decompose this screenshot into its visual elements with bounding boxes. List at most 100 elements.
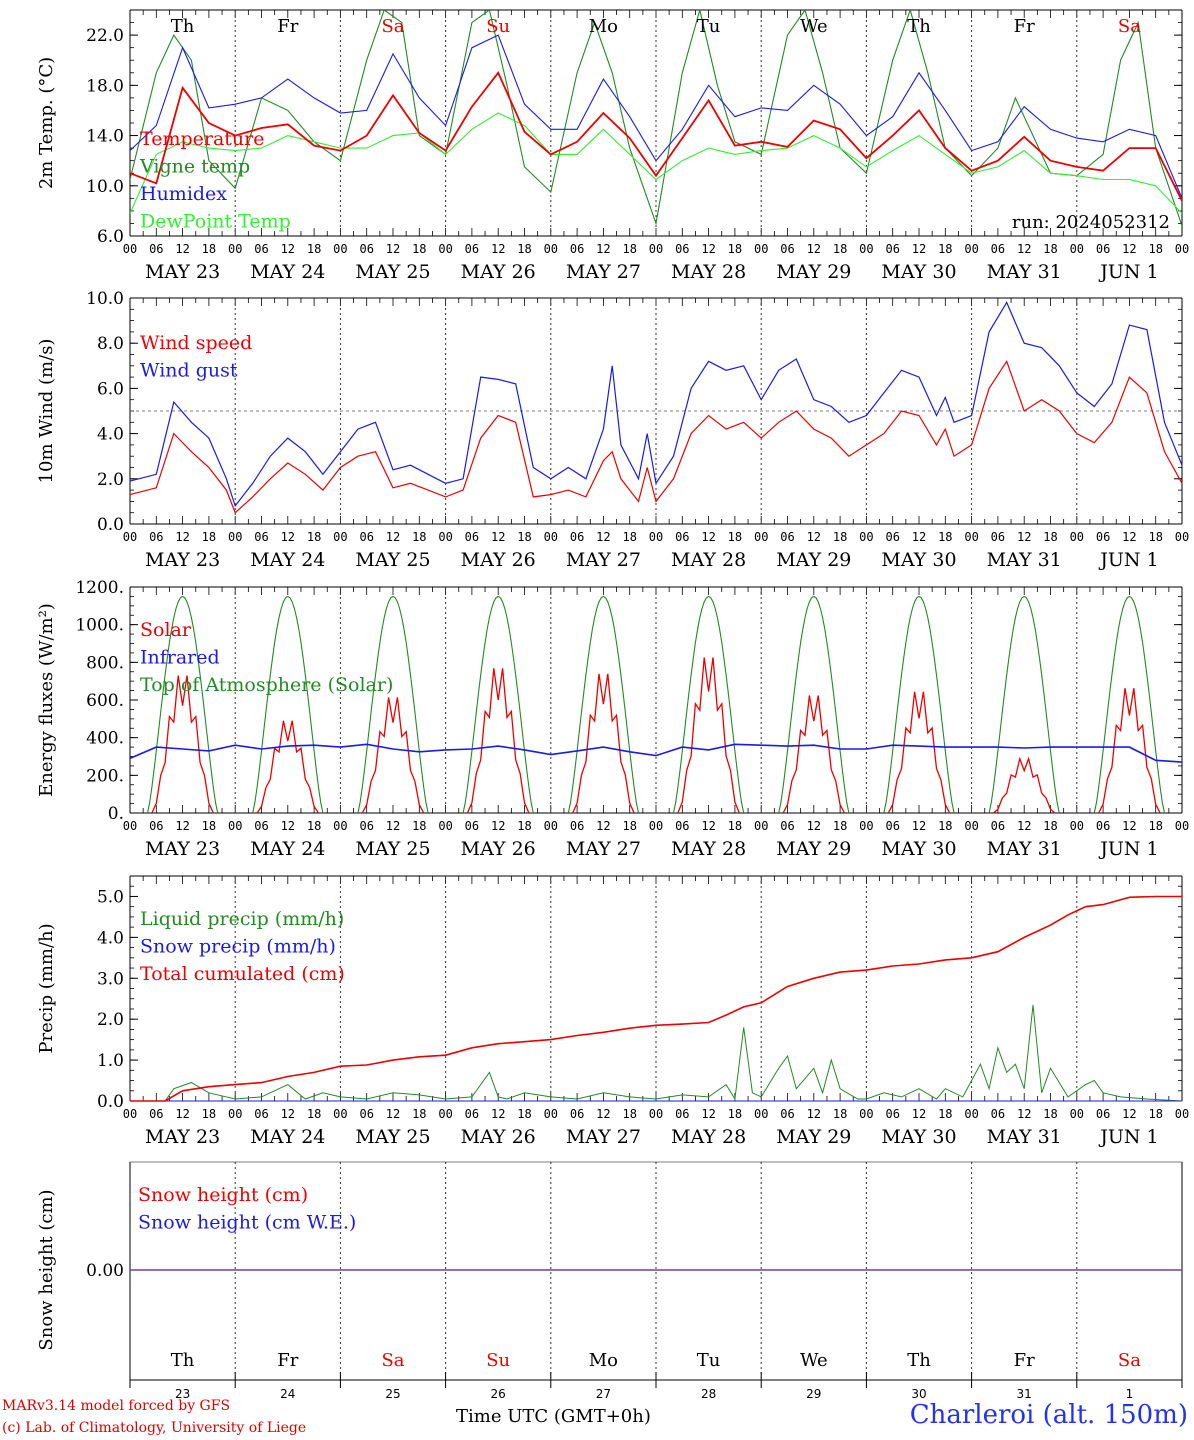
weekday-label: Mo xyxy=(589,1350,618,1371)
day-label: MAY 25 xyxy=(355,838,430,860)
hour-tick-label: 06 xyxy=(885,819,899,833)
day-label: MAY 27 xyxy=(566,1126,641,1148)
hour-tick-label: 00 xyxy=(859,530,873,544)
hour-tick-label: 00 xyxy=(544,530,558,544)
hour-tick-label: 12 xyxy=(175,530,189,544)
hour-tick-label: 00 xyxy=(544,819,558,833)
hour-tick-label: 06 xyxy=(570,242,584,256)
day-label: MAY 24 xyxy=(250,838,325,860)
day-label: MAY 27 xyxy=(566,549,641,571)
hour-tick-label: 12 xyxy=(175,1107,189,1121)
hour-tick-label: 06 xyxy=(254,1107,268,1121)
hour-tick-label: 12 xyxy=(912,1107,926,1121)
legend-entry: Wind gust xyxy=(140,360,238,382)
hour-tick-label: 12 xyxy=(281,1107,295,1121)
y-axis-label: Snow height (cm) xyxy=(36,1189,57,1350)
hour-tick-label: 00 xyxy=(1175,1107,1189,1121)
day-label: MAY 24 xyxy=(250,261,325,283)
hour-tick-label: 12 xyxy=(701,242,715,256)
hour-tick-label: 18 xyxy=(938,530,952,544)
weekday-label: Su xyxy=(486,1350,510,1371)
day-label: MAY 28 xyxy=(671,549,746,571)
hour-tick-label: 12 xyxy=(596,819,610,833)
y-tick-label: 200. xyxy=(86,766,124,786)
day-label: MAY 28 xyxy=(671,261,746,283)
weekday-label: Su xyxy=(486,16,510,37)
y-tick-label: 1200. xyxy=(75,578,124,598)
hour-tick-label: 12 xyxy=(912,530,926,544)
day-number-label: 23 xyxy=(175,1387,190,1400)
hour-tick-label: 12 xyxy=(1017,242,1031,256)
hour-tick-label: 12 xyxy=(1122,242,1136,256)
hour-tick-label: 06 xyxy=(675,530,689,544)
series-line-toa-solar xyxy=(146,595,1166,814)
y-tick-label: 0.0 xyxy=(97,515,124,535)
day-number-label: 31 xyxy=(1017,1387,1032,1400)
day-label: JUN 1 xyxy=(1098,1126,1158,1148)
hour-tick-label: 00 xyxy=(649,530,663,544)
hour-tick-label: 18 xyxy=(728,242,742,256)
hour-tick-label: 12 xyxy=(596,242,610,256)
legend-entry: Infrared xyxy=(140,647,220,669)
day-number-label: 25 xyxy=(385,1387,400,1400)
y-tick-label: 400. xyxy=(86,729,124,749)
day-label: MAY 25 xyxy=(355,261,430,283)
hour-tick-label: 12 xyxy=(596,1107,610,1121)
hour-tick-label: 06 xyxy=(780,242,794,256)
hour-tick-label: 06 xyxy=(149,819,163,833)
hour-tick-label: 00 xyxy=(333,1107,347,1121)
series-line-wind-speed xyxy=(129,359,1183,514)
day-label: JUN 1 xyxy=(1098,838,1158,860)
y-tick-label: 6.0 xyxy=(97,379,124,399)
weekday-label: Fr xyxy=(1014,1350,1035,1371)
hour-tick-label: 18 xyxy=(833,530,847,544)
hour-tick-label: 06 xyxy=(359,819,373,833)
weekday-label: Th xyxy=(171,16,195,37)
legend-entry: Snow precip (mm/h) xyxy=(140,936,336,958)
day-label: MAY 28 xyxy=(671,838,746,860)
legend-entry: Snow height (cm W.E.) xyxy=(138,1212,356,1234)
hour-tick-label: 12 xyxy=(807,530,821,544)
hour-tick-label: 00 xyxy=(754,1107,768,1121)
hour-tick-label: 18 xyxy=(833,242,847,256)
y-tick-label: 5.0 xyxy=(97,887,124,907)
hour-tick-label: 06 xyxy=(991,1107,1005,1121)
day-label: MAY 31 xyxy=(987,1126,1062,1148)
hour-tick-label: 18 xyxy=(412,1107,426,1121)
hour-tick-label: 00 xyxy=(544,1107,558,1121)
y-tick-label: 22.0 xyxy=(86,26,124,46)
hour-tick-label: 18 xyxy=(307,242,321,256)
model-credit: MARv3.14 model forced by GFS xyxy=(2,1398,231,1414)
hour-tick-label: 12 xyxy=(807,242,821,256)
hour-tick-label: 00 xyxy=(859,819,873,833)
hour-tick-label: 06 xyxy=(1096,1107,1110,1121)
hour-tick-label: 18 xyxy=(1148,1107,1162,1121)
hour-tick-label: 00 xyxy=(333,530,347,544)
hour-tick-label: 06 xyxy=(359,1107,373,1121)
station-name: Charleroi (alt. 150m) xyxy=(909,1400,1188,1430)
day-label: MAY 29 xyxy=(776,261,851,283)
hour-tick-label: 00 xyxy=(1175,819,1189,833)
legend-entry: Wind speed xyxy=(140,332,252,354)
hour-tick-label: 18 xyxy=(622,819,636,833)
hour-tick-label: 12 xyxy=(701,1107,715,1121)
hour-tick-label: 06 xyxy=(149,1107,163,1121)
hour-tick-label: 06 xyxy=(359,530,373,544)
hour-tick-label: 00 xyxy=(438,242,452,256)
hour-tick-label: 06 xyxy=(570,819,584,833)
hour-tick-label: 00 xyxy=(228,1107,242,1121)
hour-tick-label: 18 xyxy=(1043,819,1057,833)
time-axis-label: Time UTC (GMT+0h) xyxy=(456,1406,651,1427)
y-axis-label: 10m Wind (m/s) xyxy=(36,339,57,484)
series-line-dewpoint-temp xyxy=(130,112,1182,214)
hour-tick-label: 06 xyxy=(465,530,479,544)
day-label: JUN 1 xyxy=(1098,549,1158,571)
hour-tick-label: 00 xyxy=(754,242,768,256)
hour-tick-label: 12 xyxy=(1122,530,1136,544)
hour-tick-label: 18 xyxy=(202,530,216,544)
legend-entry: Vigne temp xyxy=(139,156,250,178)
hour-tick-label: 12 xyxy=(491,530,505,544)
y-tick-label: 4.0 xyxy=(97,425,124,445)
weekday-label: Sa xyxy=(1118,16,1141,37)
hour-tick-label: 06 xyxy=(570,530,584,544)
